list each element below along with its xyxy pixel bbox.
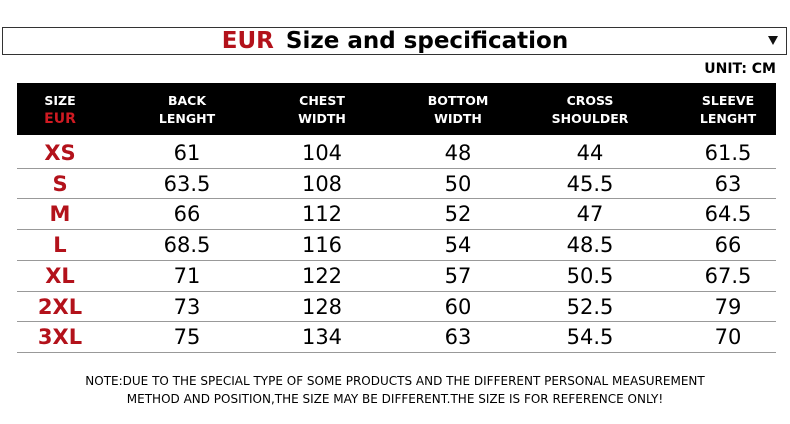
cell: 50 bbox=[444, 171, 472, 196]
row-label: 3XL bbox=[37, 325, 83, 350]
cell: 44 bbox=[576, 141, 604, 165]
cell: 63 bbox=[714, 171, 742, 196]
row-line bbox=[17, 198, 776, 200]
cell: 66 bbox=[173, 202, 201, 227]
header-line: EUR bbox=[44, 111, 76, 127]
cell: 70 bbox=[714, 325, 742, 350]
cell: 63.5 bbox=[163, 171, 211, 196]
cell: 134 bbox=[301, 325, 343, 350]
table-header bbox=[17, 83, 776, 135]
header-line: CHEST bbox=[299, 93, 345, 108]
note-line: NOTE:DUE TO THE SPECIAL TYPE OF SOME PRO… bbox=[85, 374, 705, 388]
cell: 61 bbox=[173, 141, 201, 165]
cell: 52.5 bbox=[566, 294, 614, 319]
cell: 122 bbox=[301, 263, 343, 288]
column-header: CROSS SHOULDER bbox=[525, 92, 655, 128]
row-label: S bbox=[52, 171, 68, 196]
row-line bbox=[17, 167, 776, 169]
cell: 48 bbox=[444, 141, 472, 165]
note-line: METHOD AND POSITION,THE SIZE MAY BE DIFF… bbox=[126, 392, 664, 406]
cell: 108 bbox=[301, 171, 343, 196]
header-line: LENGHT bbox=[158, 111, 216, 126]
header-line: WIDTH bbox=[434, 111, 482, 126]
header-line: WIDTH bbox=[298, 111, 346, 126]
column-header: BOTTOM WIDTH bbox=[393, 92, 523, 128]
cell: 57 bbox=[444, 263, 472, 288]
column-header: BACK LENGHT bbox=[122, 92, 252, 128]
header-line: SLEEVE bbox=[701, 93, 755, 108]
cell: 68.5 bbox=[163, 233, 211, 258]
row-line bbox=[17, 259, 776, 261]
unit: UNIT: CM bbox=[704, 61, 776, 77]
cell: 50.5 bbox=[566, 263, 614, 288]
cell: 54 bbox=[444, 233, 472, 258]
title-bar[interactable] bbox=[2, 27, 787, 55]
cell: 54.5 bbox=[566, 325, 614, 350]
header-line: SIZE bbox=[44, 93, 76, 108]
header-line: CROSS bbox=[566, 93, 614, 108]
cell: 79 bbox=[714, 294, 742, 319]
title-text: Size and specification bbox=[285, 28, 569, 54]
title: EUR Size and specification bbox=[0, 27, 790, 55]
cell: 104 bbox=[301, 141, 343, 165]
cell: 63 bbox=[444, 325, 472, 350]
cell: 52 bbox=[444, 202, 472, 227]
row-line bbox=[17, 290, 776, 292]
cell: 71 bbox=[173, 263, 201, 288]
row-line bbox=[17, 351, 776, 353]
cell: 64.5 bbox=[704, 202, 752, 227]
cell: 45.5 bbox=[566, 171, 614, 196]
cell: 75 bbox=[173, 325, 201, 350]
row-label: XL bbox=[45, 263, 75, 288]
cell: 67.5 bbox=[704, 263, 752, 288]
header-line: BACK bbox=[167, 93, 207, 108]
cell: 128 bbox=[301, 294, 343, 319]
cell: 112 bbox=[301, 202, 343, 227]
row-label: M bbox=[49, 202, 71, 227]
cell: 73 bbox=[173, 294, 201, 319]
column-header: SLEEVE LENGHT bbox=[663, 92, 790, 128]
row-label: L bbox=[53, 233, 67, 258]
cell: 66 bbox=[714, 233, 742, 258]
row-label: 2XL bbox=[37, 294, 83, 319]
row-label: XS bbox=[44, 141, 76, 165]
dropdown-arrow[interactable] bbox=[768, 36, 778, 45]
header-line: SHOULDER bbox=[551, 111, 629, 126]
header-line: LENGHT bbox=[699, 111, 757, 126]
cell: 61.5 bbox=[704, 141, 752, 165]
column-header: CHEST WIDTH bbox=[257, 92, 387, 128]
region: EUR bbox=[221, 28, 274, 54]
cell: 116 bbox=[301, 233, 343, 258]
row-line bbox=[17, 321, 776, 323]
row-line bbox=[17, 229, 776, 231]
column-header: SIZE EUR bbox=[0, 92, 125, 128]
cell: 60 bbox=[444, 294, 472, 319]
header-line: BOTTOM bbox=[427, 93, 489, 108]
cell: 47 bbox=[576, 202, 604, 227]
cell: 48.5 bbox=[566, 233, 614, 258]
